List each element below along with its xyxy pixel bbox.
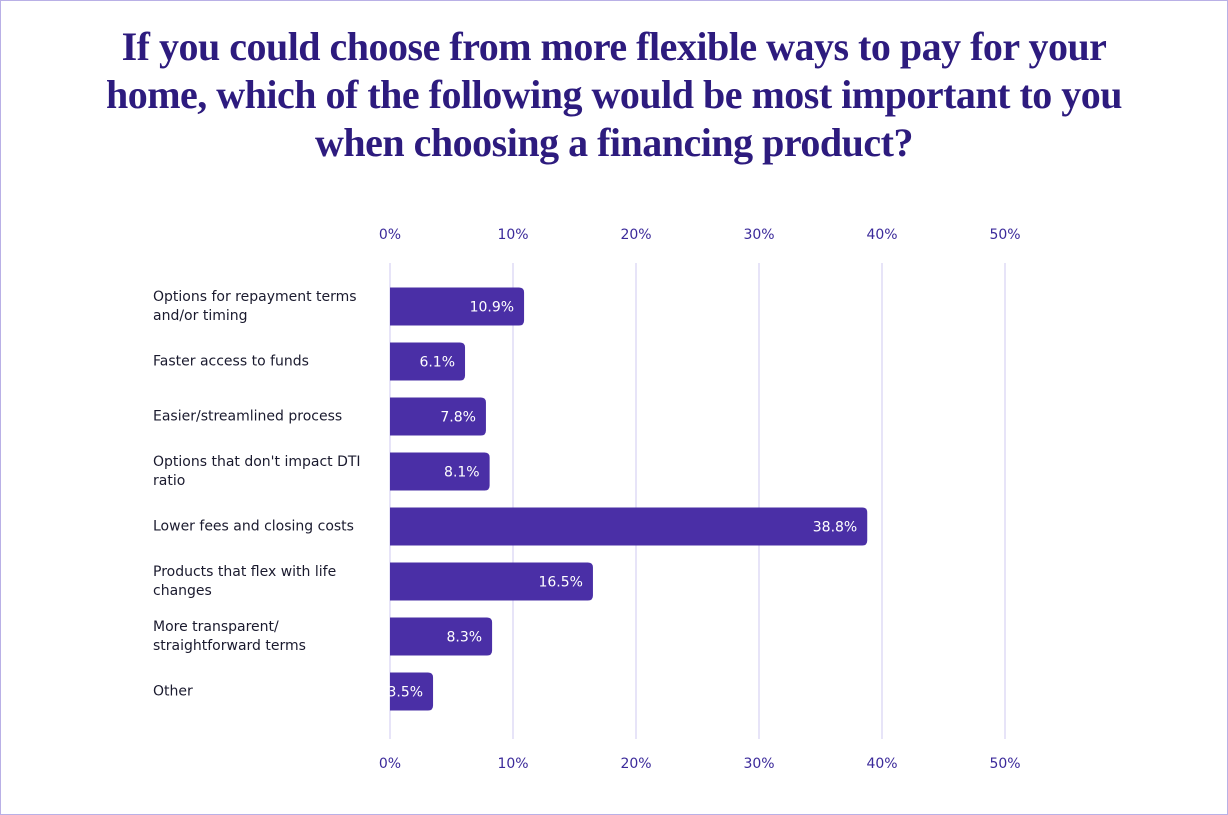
value-label: 3.5% xyxy=(387,685,423,701)
category-label: Faster access to funds xyxy=(153,353,309,369)
value-label: 7.8% xyxy=(440,410,476,426)
bar xyxy=(390,507,868,546)
bar xyxy=(390,452,490,491)
x-tick-label: 10% xyxy=(497,756,528,772)
x-tick-label: 50% xyxy=(989,227,1020,243)
x-tick-label: 50% xyxy=(989,756,1020,772)
bar xyxy=(390,287,525,326)
bar xyxy=(390,672,434,711)
bar xyxy=(390,617,493,656)
category-label: Options for repayment terms and/or timin… xyxy=(153,288,357,324)
bar xyxy=(390,342,466,381)
x-tick-label: 0% xyxy=(379,756,401,772)
category-label: Products that flex with life changes xyxy=(153,563,337,599)
chart-title: If you could choose from more flexible w… xyxy=(105,24,1123,165)
value-label: 10.9% xyxy=(470,300,514,316)
value-label: 8.3% xyxy=(447,630,483,646)
category-label: Other xyxy=(153,683,193,699)
value-label: 8.1% xyxy=(444,465,480,481)
bar xyxy=(390,562,593,601)
value-label: 38.8% xyxy=(813,520,857,536)
x-tick-label: 40% xyxy=(866,756,897,772)
x-tick-label: 10% xyxy=(497,227,528,243)
value-label: 16.5% xyxy=(538,575,582,591)
category-label: Lower fees and closing costs xyxy=(153,518,354,534)
x-tick-label: 20% xyxy=(620,227,651,243)
x-tick-label: 20% xyxy=(620,756,651,772)
x-tick-label: 0% xyxy=(379,227,401,243)
category-label: Easier/streamlined process xyxy=(153,408,343,424)
value-label: 6.1% xyxy=(419,355,455,371)
category-label: Options that don't impact DTI ratio xyxy=(153,453,361,489)
x-tick-label: 30% xyxy=(743,227,774,243)
category-label: More transparent/ straightforward terms xyxy=(153,618,306,654)
bar xyxy=(390,397,486,436)
x-tick-label: 40% xyxy=(866,227,897,243)
x-tick-label: 30% xyxy=(743,756,774,772)
